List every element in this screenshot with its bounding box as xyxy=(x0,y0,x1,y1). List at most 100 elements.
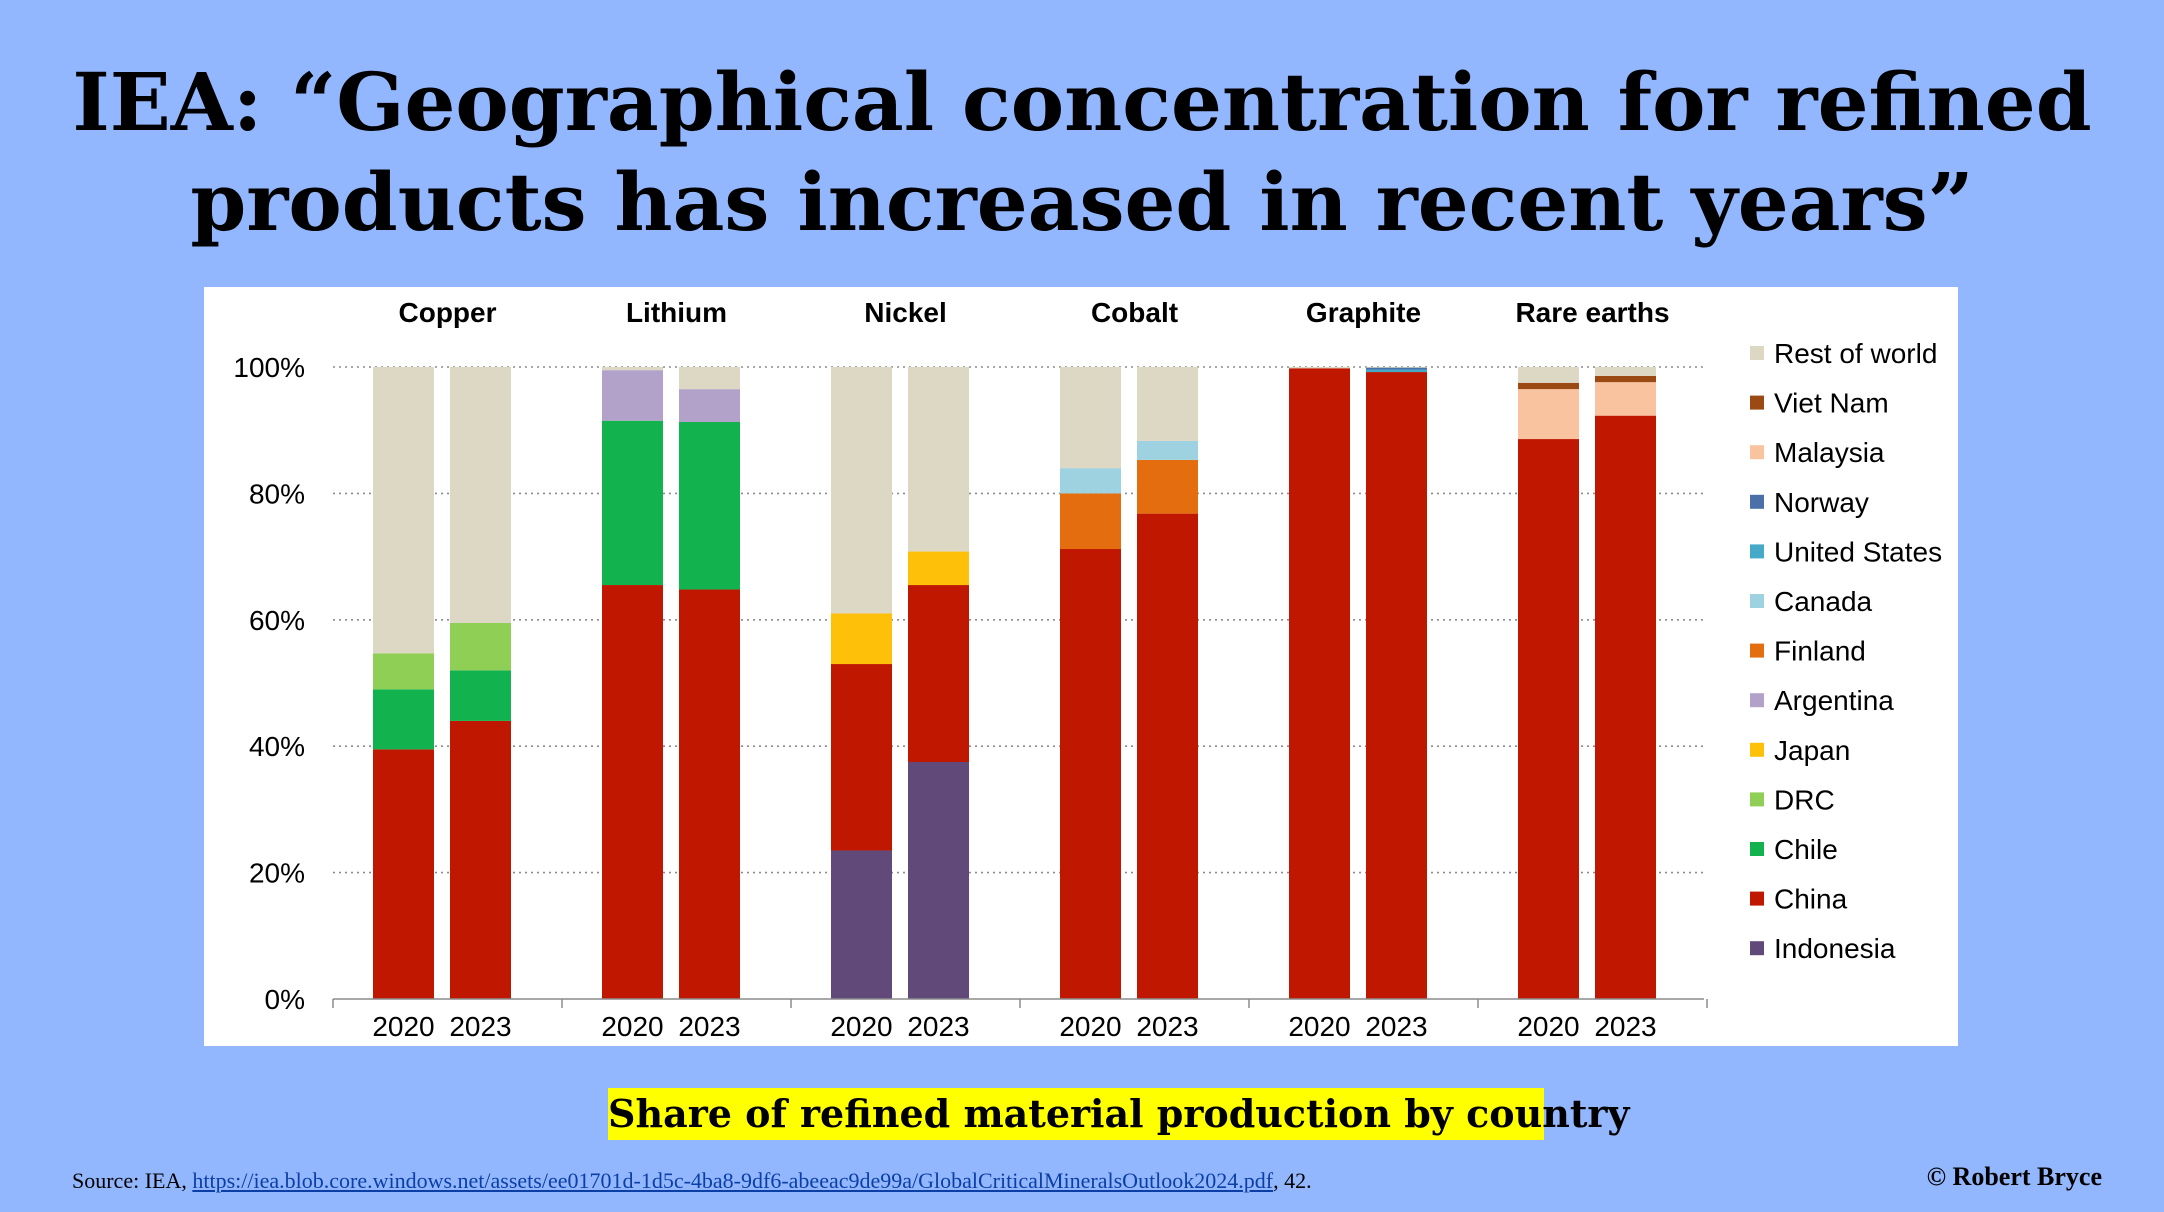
legend-label: Malaysia xyxy=(1774,437,1885,468)
legend-label: United States xyxy=(1774,536,1942,567)
legend-label: Viet Nam xyxy=(1774,388,1889,419)
bar-segment-indonesia xyxy=(831,850,892,999)
bar-segment-united-states xyxy=(1366,369,1427,373)
copyright-notice: © Robert Bryce xyxy=(1926,1162,2102,1191)
bar-segment-indonesia xyxy=(908,762,969,999)
bar-segment-malaysia xyxy=(1595,382,1656,416)
legend-swatch xyxy=(1750,643,1764,658)
bar-segment-canada xyxy=(1137,440,1198,460)
y-tick-label: 80% xyxy=(249,478,305,509)
x-tick-label: 2023 xyxy=(1365,1011,1427,1042)
bar-segment-japan xyxy=(908,551,969,586)
y-tick-label: 60% xyxy=(249,605,305,636)
x-tick-label: 2020 xyxy=(830,1011,892,1042)
y-tick-label: 40% xyxy=(249,731,305,762)
legend-label: Chile xyxy=(1774,834,1838,865)
group-label: Cobalt xyxy=(1091,297,1178,328)
x-tick-label: 2023 xyxy=(1136,1011,1198,1042)
source-link[interactable]: https://iea.blob.core.windows.net/assets… xyxy=(192,1168,1274,1193)
bar-segment-rest-of-world xyxy=(908,367,969,552)
legend-label: Canada xyxy=(1774,586,1873,617)
legend-label: Japan xyxy=(1774,735,1850,766)
legend-swatch xyxy=(1750,842,1764,856)
bar-segment-drc xyxy=(373,653,434,690)
bar-segment-china xyxy=(1060,549,1121,999)
bar-segment-rest-of-world xyxy=(1289,367,1350,369)
legend-label: Rest of world xyxy=(1774,338,1937,369)
legend-swatch xyxy=(1750,346,1764,360)
source-note: Source: IEA, https://iea.blob.core.windo… xyxy=(72,1168,1312,1194)
legend-swatch xyxy=(1750,693,1764,708)
bar-segment-rest-of-world xyxy=(602,367,663,371)
legend-swatch xyxy=(1750,742,1764,757)
bar-segment-rest-of-world xyxy=(1518,367,1579,383)
bar-segment-rest-of-world xyxy=(831,367,892,614)
bar-segment-finland xyxy=(1060,493,1121,550)
x-tick-label: 2023 xyxy=(449,1011,511,1042)
bar-segment-china xyxy=(373,749,434,999)
group-label: Nickel xyxy=(864,297,947,328)
legend-label: DRC xyxy=(1774,784,1835,815)
bar-segment-viet-nam xyxy=(1518,382,1579,390)
y-tick-label: 20% xyxy=(249,858,305,889)
bar-segment-china xyxy=(602,585,663,999)
x-tick-label: 2020 xyxy=(1517,1011,1579,1042)
legend-label: Finland xyxy=(1774,636,1866,667)
source-prefix: Source: IEA, xyxy=(72,1168,193,1193)
bar-segment-argentina xyxy=(679,389,740,422)
bar-segment-china xyxy=(1137,513,1198,999)
legend-label: Argentina xyxy=(1774,685,1894,716)
bar-segment-finland xyxy=(1137,459,1198,514)
bar-segment-china xyxy=(908,585,969,762)
bar-segment-rest-of-world xyxy=(1137,367,1198,441)
group-label: Copper xyxy=(399,297,497,328)
bar-segment-viet-nam xyxy=(1595,375,1656,383)
bar-segment-china xyxy=(1518,439,1579,1000)
bar-segment-chile xyxy=(602,420,663,586)
legend-swatch xyxy=(1750,544,1764,559)
bar-segment-china xyxy=(831,664,892,851)
legend-swatch xyxy=(1750,792,1764,807)
legend-swatch xyxy=(1750,494,1764,509)
bar-segment-rest-of-world xyxy=(1060,367,1121,469)
x-tick-label: 2020 xyxy=(601,1011,663,1042)
chart-caption: Share of refined material production by … xyxy=(608,1088,1630,1140)
bar-segment-rest-of-world xyxy=(679,367,740,390)
legend-label: China xyxy=(1774,884,1848,915)
bar-segment-canada xyxy=(1060,468,1121,494)
bar-segment-china xyxy=(679,589,740,999)
legend-swatch xyxy=(1750,941,1764,956)
bar-segment-rest-of-world xyxy=(1366,367,1427,368)
bar-segment-argentina xyxy=(602,370,663,421)
bar-segment-rest-of-world xyxy=(1595,367,1656,376)
legend-swatch xyxy=(1750,445,1764,460)
slide-title-line-2: products has increased in recent years” xyxy=(190,155,1974,249)
bar-segment-chile xyxy=(450,670,511,721)
slide-title-line-1: IEA: “Geographical concentration for ref… xyxy=(72,55,2092,149)
group-label: Rare earths xyxy=(1515,297,1669,328)
x-tick-label: 2023 xyxy=(1594,1011,1656,1042)
bar-segment-china xyxy=(1366,372,1427,999)
bar-segment-chile xyxy=(373,689,434,750)
bar-segment-china xyxy=(1289,368,1350,999)
x-tick-label: 2023 xyxy=(678,1011,740,1042)
bar-segment-rest-of-world xyxy=(450,367,511,623)
legend-swatch xyxy=(1750,594,1764,608)
bar-segment-malaysia xyxy=(1518,389,1579,440)
slide-title: IEA: “Geographical concentration for ref… xyxy=(0,52,2164,252)
legend-label: Indonesia xyxy=(1774,933,1896,964)
bar-segment-china xyxy=(1595,415,1656,999)
bar-segment-drc xyxy=(450,622,511,671)
chart-panel: 0% 20% 40% 60% 80% 100% 2020 2023 Copper 2020 2023… xyxy=(204,287,1958,1046)
legend-label: Norway xyxy=(1774,487,1869,518)
source-suffix: , 42. xyxy=(1273,1168,1312,1193)
x-tick-label: 2020 xyxy=(1059,1011,1121,1042)
x-tick-label: 2020 xyxy=(372,1011,434,1042)
bar-segment-chile xyxy=(679,421,740,590)
y-tick-label: 0% xyxy=(265,984,305,1015)
legend-swatch xyxy=(1750,395,1764,410)
group-label: Lithium xyxy=(626,297,727,328)
legend-swatch xyxy=(1750,891,1764,906)
x-tick-label: 2023 xyxy=(907,1011,969,1042)
stacked-bar-chart: 0% 20% 40% 60% 80% 100% 2020 2023 Copper 2020 2023… xyxy=(233,297,1942,1042)
